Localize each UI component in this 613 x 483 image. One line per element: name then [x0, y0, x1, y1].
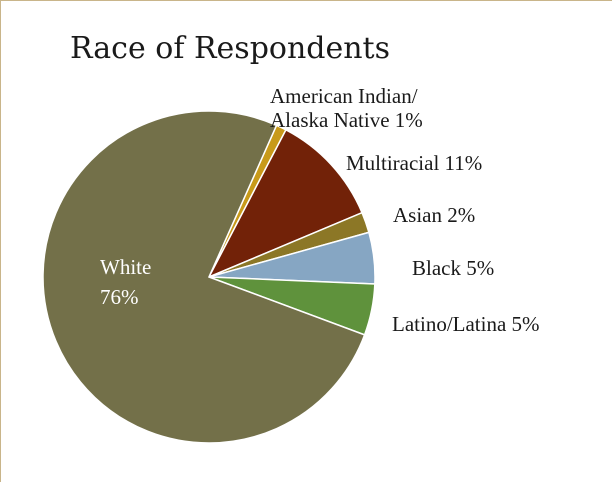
data-label-asian: Asian 2%: [393, 203, 475, 227]
data-label-american-indian-alaska-native: American Indian/Alaska Native 1%: [270, 84, 423, 132]
pie-slice-multiracial: [207, 128, 364, 279]
data-label-black: Black 5%: [412, 256, 494, 280]
pie-slices: [42, 110, 376, 444]
data-label-white: White 76%: [100, 255, 151, 309]
pie-slice-white: [42, 110, 366, 444]
chart-title: Race of Respondents: [70, 31, 390, 66]
slice-labels: American Indian/Alaska Native 1% Multirac…: [100, 84, 540, 336]
data-label-latino-latina: Latino/Latina 5%: [392, 312, 540, 336]
data-label-multiracial: Multiracial 11%: [346, 151, 482, 175]
